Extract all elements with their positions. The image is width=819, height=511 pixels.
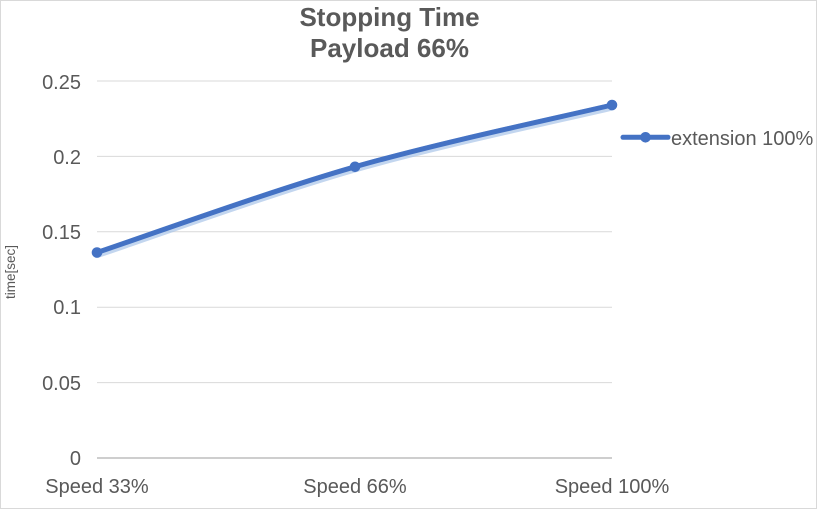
svg-text:0: 0 [70, 448, 81, 470]
svg-text:extension 100%: extension 100% [671, 128, 814, 150]
svg-text:time[sec]: time[sec] [3, 245, 18, 299]
svg-text:Speed 66%: Speed 66% [303, 476, 407, 498]
svg-text:0.05: 0.05 [42, 373, 81, 395]
svg-text:0.15: 0.15 [42, 222, 81, 244]
svg-text:Speed 33%: Speed 33% [45, 476, 149, 498]
svg-text:Speed 100%: Speed 100% [555, 476, 670, 498]
svg-text:0.1: 0.1 [53, 297, 81, 319]
svg-text:0.25: 0.25 [42, 72, 81, 94]
svg-text:0.2: 0.2 [53, 147, 81, 169]
